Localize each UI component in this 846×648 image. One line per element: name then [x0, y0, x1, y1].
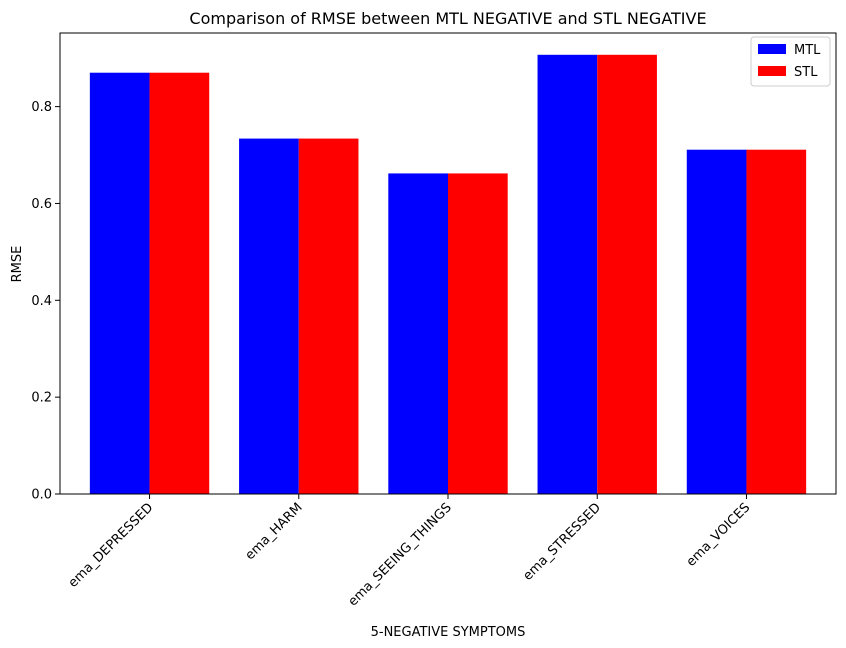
- bar-mtl-ema_stressed: [537, 54, 598, 495]
- chart-title: Comparison of RMSE between MTL NEGATIVE …: [189, 9, 706, 28]
- x-tick-label: ema_SEEING_THINGS: [346, 500, 455, 609]
- x-axis-label: 5-NEGATIVE SYMPTOMS: [371, 625, 526, 640]
- legend-swatch-mtl: [758, 44, 786, 54]
- bar-stl-ema_voices: [746, 149, 807, 494]
- bar-mtl-ema_harm: [239, 138, 299, 494]
- bar-mtl-ema_seeing_things: [388, 173, 448, 495]
- bar-stl-ema_seeing_things: [448, 173, 508, 495]
- y-tick-label: 0.6: [31, 197, 52, 212]
- x-tick-label: ema_HARM: [243, 500, 306, 563]
- bar-stl-ema_harm: [298, 138, 359, 494]
- bars-layer: [89, 54, 807, 495]
- y-tick-label: 0.8: [31, 100, 52, 115]
- y-tick-label: 0.0: [31, 488, 52, 503]
- bar-mtl-ema_depressed: [89, 72, 150, 495]
- x-tick-label: ema_VOICES: [684, 500, 754, 570]
- legend-swatch-stl: [758, 66, 786, 76]
- legend-label-mtl: MTL: [794, 43, 821, 58]
- bar-stl-ema_depressed: [149, 72, 210, 495]
- y-tick-label: 0.2: [31, 391, 52, 406]
- y-axis-label: RMSE: [10, 246, 25, 283]
- x-tick-label: ema_DEPRESSED: [66, 500, 157, 591]
- bar-stl-ema_stressed: [597, 54, 657, 495]
- legend-label-stl: STL: [794, 65, 818, 80]
- y-tick-label: 0.4: [31, 294, 52, 309]
- legend: MTL STL: [750, 36, 831, 87]
- x-tick-label: ema_STRESSED: [520, 500, 604, 584]
- bar-mtl-ema_voices: [686, 149, 747, 494]
